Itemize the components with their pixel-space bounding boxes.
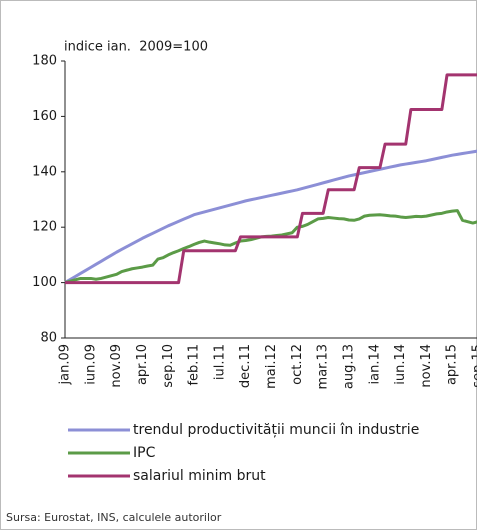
y-axis-label: indice ian. 2009=100 (64, 40, 208, 55)
y-tick-label: 180 (32, 54, 57, 69)
x-tick-label: dec.11 (238, 344, 253, 388)
legend-label: salariul minim brut (133, 468, 266, 484)
y-tick-label: 100 (32, 275, 57, 290)
y-tick-label: 80 (40, 331, 57, 346)
y-tick-label: 120 (32, 220, 57, 235)
x-tick-label: iul.11 (212, 344, 227, 380)
x-tick-label: aug.13 (341, 344, 356, 389)
series-line (64, 149, 477, 284)
series-line (65, 73, 477, 285)
x-tick-label: iun.14 (393, 344, 408, 385)
x-tick-label: ian.14 (367, 344, 382, 385)
x-tick-label: jan.09 (58, 344, 73, 386)
y-tick-label: 160 (32, 109, 57, 124)
x-tick-label: sep.15 (471, 344, 477, 388)
x-tick-label: iun.09 (83, 344, 98, 385)
x-tick-label: nov.14 (419, 344, 434, 388)
x-tick-label: oct.12 (290, 344, 305, 385)
x-tick-label: sep.10 (161, 344, 176, 388)
x-tick-label: feb.11 (187, 344, 202, 386)
source-note: Sursa: Eurostat, INS, calculele autorilo… (6, 511, 222, 524)
x-tick-label: apr.10 (135, 344, 150, 385)
legend-label: IPC (133, 445, 156, 461)
y-tick-label: 140 (32, 164, 57, 179)
legend-label: trendul productivității muncii în indust… (133, 422, 419, 438)
x-tick-label: apr.15 (445, 344, 460, 385)
x-tick-label: nov.09 (109, 344, 124, 388)
x-tick-label: mar.13 (316, 344, 331, 389)
x-tick-label: mai.12 (264, 344, 279, 389)
